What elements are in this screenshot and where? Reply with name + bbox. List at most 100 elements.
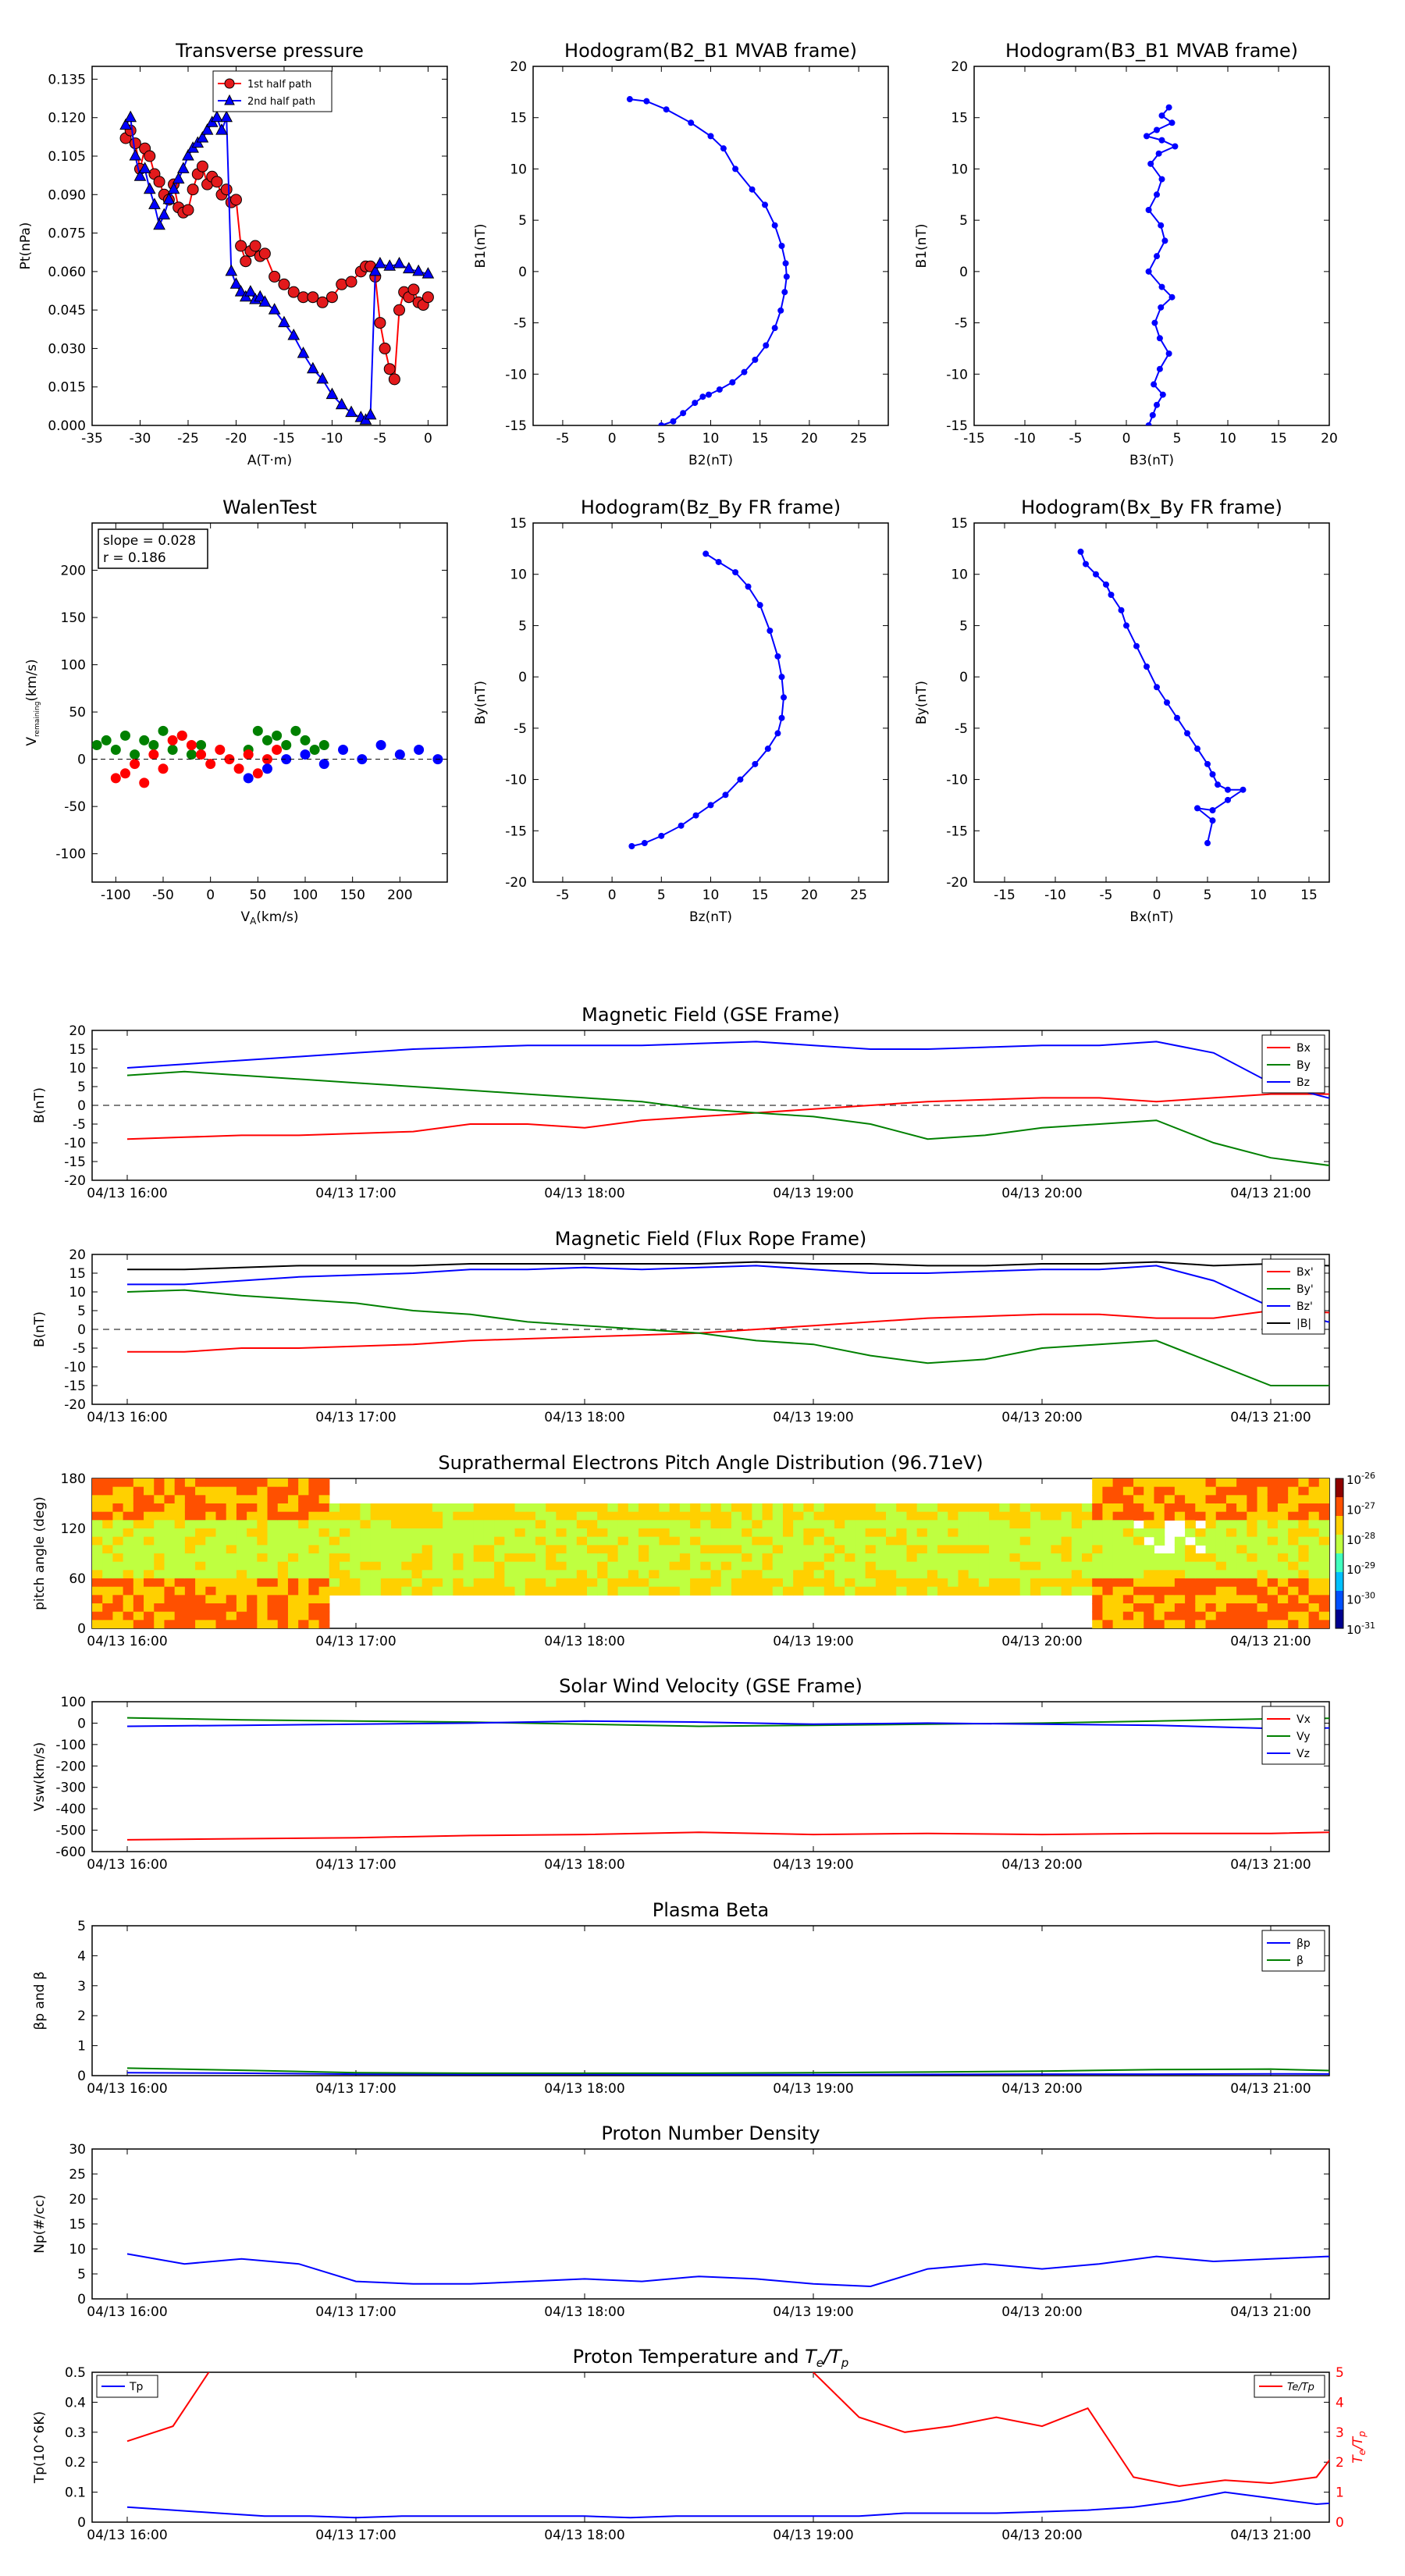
heatmap-cell (298, 1511, 309, 1521)
triangle-marker (133, 169, 147, 181)
heatmap-cell (267, 1545, 279, 1554)
heatmap-cell (752, 1503, 763, 1513)
heatmap-cell (1092, 1561, 1104, 1571)
dot-marker (707, 133, 714, 140)
heatmap-cell (1298, 1553, 1310, 1563)
heatmap-cell (772, 1553, 784, 1563)
heatmap-cell (597, 1503, 609, 1513)
heatmap-cell (690, 1520, 701, 1529)
heatmap-cell (1318, 1503, 1329, 1513)
heatmap-cell (1257, 1478, 1268, 1488)
heatmap-cell (1019, 1586, 1031, 1596)
heatmap-cell (1205, 1528, 1217, 1538)
heatmap-cell (1195, 1595, 1207, 1604)
heatmap-cell (102, 1620, 114, 1628)
heatmap-cell (380, 1536, 392, 1546)
heatmap-cell (1009, 1511, 1021, 1521)
heatmap-cell (958, 1511, 969, 1521)
heatmap-cell (1318, 1536, 1329, 1546)
heatmap-cell (236, 1578, 247, 1588)
heatmap-cell (566, 1528, 578, 1538)
heatmap-cell (813, 1570, 825, 1579)
heatmap-cell (422, 1545, 433, 1554)
heatmap-cell (772, 1536, 784, 1546)
heatmap-cell (916, 1545, 928, 1554)
heatmap-cell (1061, 1520, 1072, 1529)
heatmap-cell (710, 1528, 722, 1538)
heatmap-cell (102, 1578, 114, 1588)
dot-marker (771, 325, 778, 332)
heatmap-cell (340, 1545, 350, 1554)
heatmap-cell (411, 1545, 423, 1554)
heatmap-cell (432, 1561, 443, 1571)
dot-marker (777, 307, 784, 314)
y-tick-label: 15 (69, 2217, 86, 2233)
heatmap-cell (504, 1520, 516, 1529)
heatmap-cell (1071, 1578, 1083, 1588)
heatmap-cell (340, 1503, 350, 1513)
heatmap-cell (298, 1578, 309, 1588)
heatmap-cell (277, 1561, 289, 1571)
heatmap-cell (896, 1570, 908, 1579)
heatmap-cell (174, 1586, 186, 1596)
heatmap-cell (133, 1620, 144, 1628)
heatmap-cell (948, 1536, 959, 1546)
heatmap-cell (144, 1611, 155, 1621)
heatmap-cell (123, 1620, 134, 1628)
heatmap-cell (731, 1511, 742, 1521)
heatmap-cell (1195, 1503, 1207, 1513)
heatmap-cell (1102, 1586, 1114, 1596)
dot-marker (1158, 137, 1165, 144)
heatmap-cell (267, 1486, 279, 1496)
heatmap-cell (999, 1503, 1011, 1513)
colorbar-label: 10-26 (1346, 1471, 1375, 1487)
y-tick-label: 0.090 (48, 187, 86, 203)
heatmap-cell (700, 1570, 712, 1579)
heatmap-cell (1298, 1528, 1310, 1538)
heatmap-cell (710, 1586, 722, 1596)
heatmap-cell (184, 1611, 196, 1621)
heatmap-cell (329, 1511, 340, 1521)
legend: Bx'By'Bz'|B| (1261, 1258, 1325, 1335)
heatmap-cell (710, 1553, 722, 1563)
x-tick-label: 10 (702, 431, 720, 447)
plot-area (126, 2067, 1329, 2076)
dot-marker (692, 400, 699, 407)
heatmap-cell (1277, 1595, 1289, 1604)
heatmap-cell (989, 1511, 1000, 1521)
heatmap-cell (1051, 1545, 1062, 1554)
heatmap-cell (1112, 1520, 1124, 1529)
dot-marker (778, 714, 785, 721)
heatmap-cell (504, 1511, 516, 1521)
triangle-marker (225, 264, 238, 276)
heatmap-cell (823, 1520, 835, 1529)
panel-1: Transverse pressure0.0000.0150.0300.0450… (18, 40, 448, 468)
heatmap-cell (287, 1586, 299, 1596)
heatmap-cell (1205, 1603, 1217, 1613)
heatmap-cell (205, 1503, 217, 1513)
heatmap-cell (184, 1503, 196, 1513)
heatmap-cell (1185, 1595, 1196, 1604)
y-tick-label: -15 (505, 418, 527, 434)
heatmap-cell (803, 1528, 815, 1538)
heatmap-cell (329, 1553, 340, 1563)
heatmap-cell (1092, 1545, 1104, 1554)
heatmap-cell (92, 1495, 103, 1504)
heatmap-cell (1082, 1503, 1093, 1513)
heatmap-cell (1215, 1486, 1227, 1496)
heatmap-cell (247, 1486, 258, 1496)
heatmap-cell (422, 1586, 433, 1596)
heatmap-cell (1040, 1578, 1051, 1588)
heatmap-cell (525, 1520, 536, 1529)
triangle-marker (153, 218, 165, 230)
heatmap-cell (535, 1570, 546, 1579)
heatmap-cell (845, 1528, 856, 1538)
x-tick-label: 15 (752, 888, 769, 903)
heatmap-cell (308, 1503, 320, 1513)
colorbar-label: 10-27 (1346, 1500, 1375, 1517)
heatmap-cell (247, 1578, 258, 1588)
heatmap-cell (247, 1511, 258, 1521)
x-tick-label: -5 (373, 431, 386, 447)
heatmap-cell (432, 1520, 443, 1529)
legend-label: Vz (1297, 1748, 1310, 1760)
